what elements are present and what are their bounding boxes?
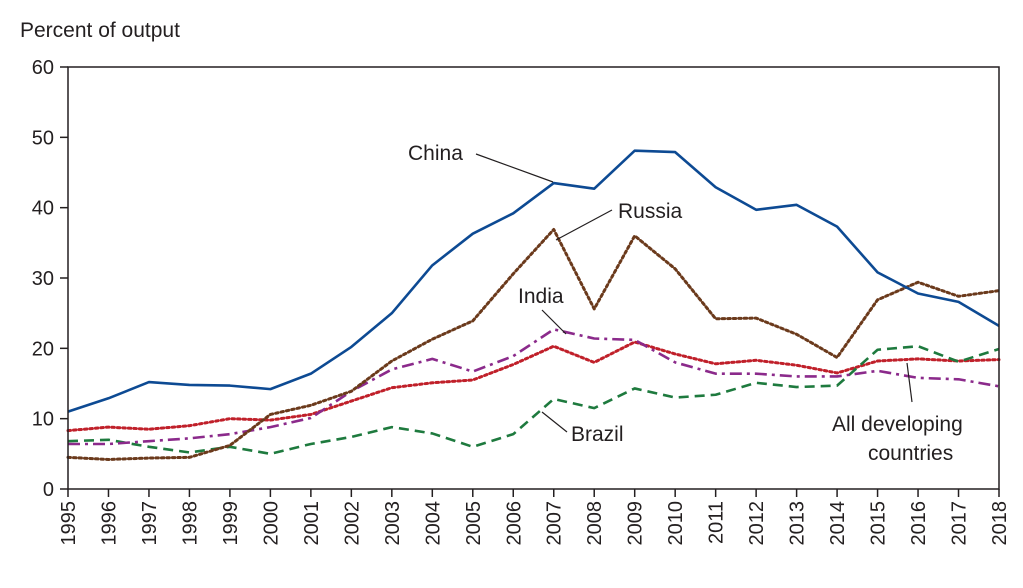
x-tick-label: 2009 — [625, 501, 647, 546]
annotation-leader — [555, 209, 613, 241]
x-tick-label: 2008 — [584, 501, 606, 546]
x-tick-label: 2014 — [827, 501, 849, 546]
annotation-leader — [541, 309, 567, 335]
x-tick-label: 2001 — [301, 501, 323, 546]
annotation-label: Russia — [618, 200, 683, 223]
series-line-all-developing-countries — [66, 340, 1001, 433]
x-tick-label: 2016 — [908, 501, 930, 546]
y-tick-label: 20 — [32, 338, 54, 360]
y-tick-label: 30 — [32, 268, 54, 290]
y-tick-label: 0 — [43, 479, 54, 501]
y-tick-label: 50 — [32, 127, 54, 149]
y-axis-title: Percent of output — [20, 19, 180, 42]
x-tick-label: 2006 — [503, 501, 525, 546]
x-tick-label: 1996 — [98, 501, 120, 546]
plot-frame — [67, 66, 1000, 490]
x-tick-label: 2005 — [463, 501, 485, 546]
annotation-label: Brazil — [571, 423, 624, 446]
x-tick-label: 1999 — [220, 501, 242, 546]
y-tick-label: 60 — [32, 57, 54, 79]
y-tick-label: 40 — [32, 198, 54, 220]
series-line-india — [68, 328, 1000, 446]
x-tick-label: 1998 — [179, 501, 201, 546]
x-tick-label: 1995 — [58, 501, 80, 546]
x-tick-label: 2003 — [382, 501, 404, 546]
annotation-label: All developing — [832, 413, 963, 436]
x-tick-label: 2004 — [422, 501, 444, 546]
x-tick-label: 2018 — [989, 501, 1011, 546]
x-tick-label: 2002 — [341, 501, 363, 546]
annotation-leader — [541, 411, 568, 433]
x-axis: 1995 1996 1997 1998 1999 2000 2001 2002 2003 2004… — [58, 489, 1011, 546]
series-layer — [66, 149, 1001, 461]
annotation-leader — [475, 153, 554, 183]
x-tick-label: 2000 — [260, 501, 282, 546]
x-tick-label: 2013 — [787, 501, 809, 546]
x-tick-label: 2015 — [868, 501, 890, 546]
series-line-china — [67, 149, 1000, 413]
y-axis: 0 10 20 30 40 50 60 — [32, 57, 68, 501]
x-tick-label: 2010 — [665, 501, 687, 546]
x-tick-label: 1997 — [139, 501, 161, 546]
y-tick-label: 10 — [32, 409, 54, 431]
x-tick-label: 2011 — [706, 501, 728, 544]
annotation-leader — [906, 362, 913, 403]
annotation-label: China — [408, 142, 463, 165]
x-tick-label: 2012 — [746, 501, 768, 546]
series-line-russia — [66, 227, 1001, 461]
annotation-layer: China Russia India Brazil All developing coun… — [408, 142, 963, 465]
annotation-label: India — [518, 285, 564, 308]
x-tick-label: 2017 — [949, 501, 971, 546]
x-tick-label: 2007 — [544, 501, 566, 546]
series-line-brazil — [67, 344, 1000, 456]
annotation-label: countries — [868, 442, 953, 465]
